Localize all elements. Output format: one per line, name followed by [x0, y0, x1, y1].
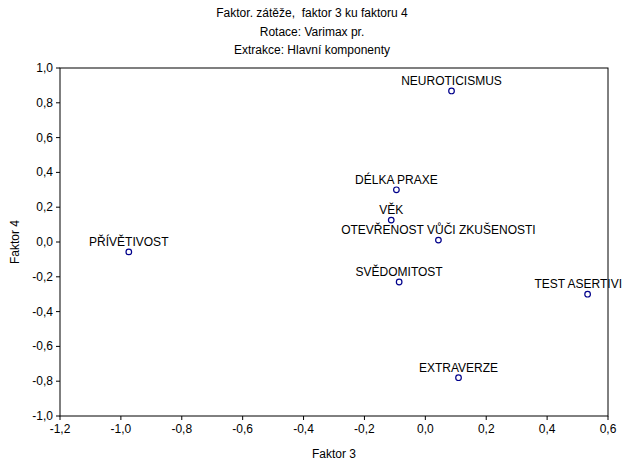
point-label: NEUROTICISMUS: [401, 74, 502, 88]
x-tick: [547, 416, 548, 420]
y-tick-label: 0,4: [36, 165, 53, 179]
point-label: OTEVŘENOST VŮČI ZKUŠENOSTI: [341, 222, 535, 237]
x-tick-label: -0,2: [354, 422, 375, 436]
x-tick-label: -0,8: [171, 422, 192, 436]
point-label: VĚK: [379, 202, 403, 217]
y-tick: [56, 381, 60, 382]
y-tick-label: 0,2: [36, 200, 53, 214]
point: [394, 187, 400, 193]
x-axis-label: Faktor 3: [312, 447, 356, 461]
point-label: EXTRAVERZE: [419, 361, 498, 375]
x-tick: [425, 416, 426, 420]
x-tick: [486, 416, 487, 420]
x-tick-label: 0,4: [539, 422, 556, 436]
y-tick-label: -0,4: [32, 305, 53, 319]
point-label: TEST ASERTIVI: [534, 277, 622, 291]
y-tick-label: 0,0: [36, 235, 53, 249]
y-tick: [56, 346, 60, 347]
point-label: DÉLKA PRAXE: [355, 172, 438, 187]
point-label: SVĚDOMITOST: [356, 264, 444, 279]
point: [396, 279, 402, 285]
x-tick-label: -0,4: [293, 422, 314, 436]
x-tick: [60, 416, 61, 420]
point: [449, 88, 455, 94]
y-tick: [56, 207, 60, 208]
subtitle: Rotace: Varimax pr.: [260, 25, 364, 39]
y-tick-label: 1,0: [36, 61, 53, 75]
points: [126, 88, 590, 380]
y-tick: [56, 68, 60, 69]
y-tick: [56, 172, 60, 173]
x-tick-label: 0,6: [600, 422, 617, 436]
y-tick-label: 0,6: [36, 131, 53, 145]
point: [388, 217, 394, 223]
plot-frame: [60, 68, 608, 416]
y-tick-label: -1,0: [32, 409, 53, 423]
y-tick: [56, 102, 60, 103]
x-tick: [608, 416, 609, 420]
y-tick: [56, 137, 60, 138]
y-tick: [56, 276, 60, 277]
x-tick: [242, 416, 243, 420]
title: Faktor. zátěže, faktor 3 ku faktoru 4: [216, 6, 408, 20]
chart: Faktor. zátěže, faktor 3 ku faktoru 4 Rot…: [0, 0, 624, 468]
point: [436, 237, 442, 243]
y-tick-label: -0,2: [32, 270, 53, 284]
y-tick-label: 0,8: [36, 96, 53, 110]
point: [126, 249, 132, 255]
point: [585, 291, 591, 297]
point: [456, 375, 462, 381]
y-tick: [56, 242, 60, 243]
x-tick: [181, 416, 182, 420]
point-label: PŘÍVĚTIVOST: [89, 234, 169, 249]
x-tick-label: -1,0: [111, 422, 132, 436]
y-axis-label: Faktor 4: [8, 220, 22, 264]
x-tick-label: -0,6: [232, 422, 253, 436]
y-tick-label: -0,8: [32, 374, 53, 388]
x-tick: [364, 416, 365, 420]
subtitle: Extrakce: Hlavní komponenty: [234, 43, 390, 57]
x-tick-label: -1,2: [50, 422, 71, 436]
x-tick: [303, 416, 304, 420]
y-tick: [56, 416, 60, 417]
y-tick-label: -0,6: [32, 339, 53, 353]
x-tick-label: 0,2: [478, 422, 495, 436]
x-tick: [120, 416, 121, 420]
x-tick-label: 0,0: [417, 422, 434, 436]
y-tick: [56, 311, 60, 312]
